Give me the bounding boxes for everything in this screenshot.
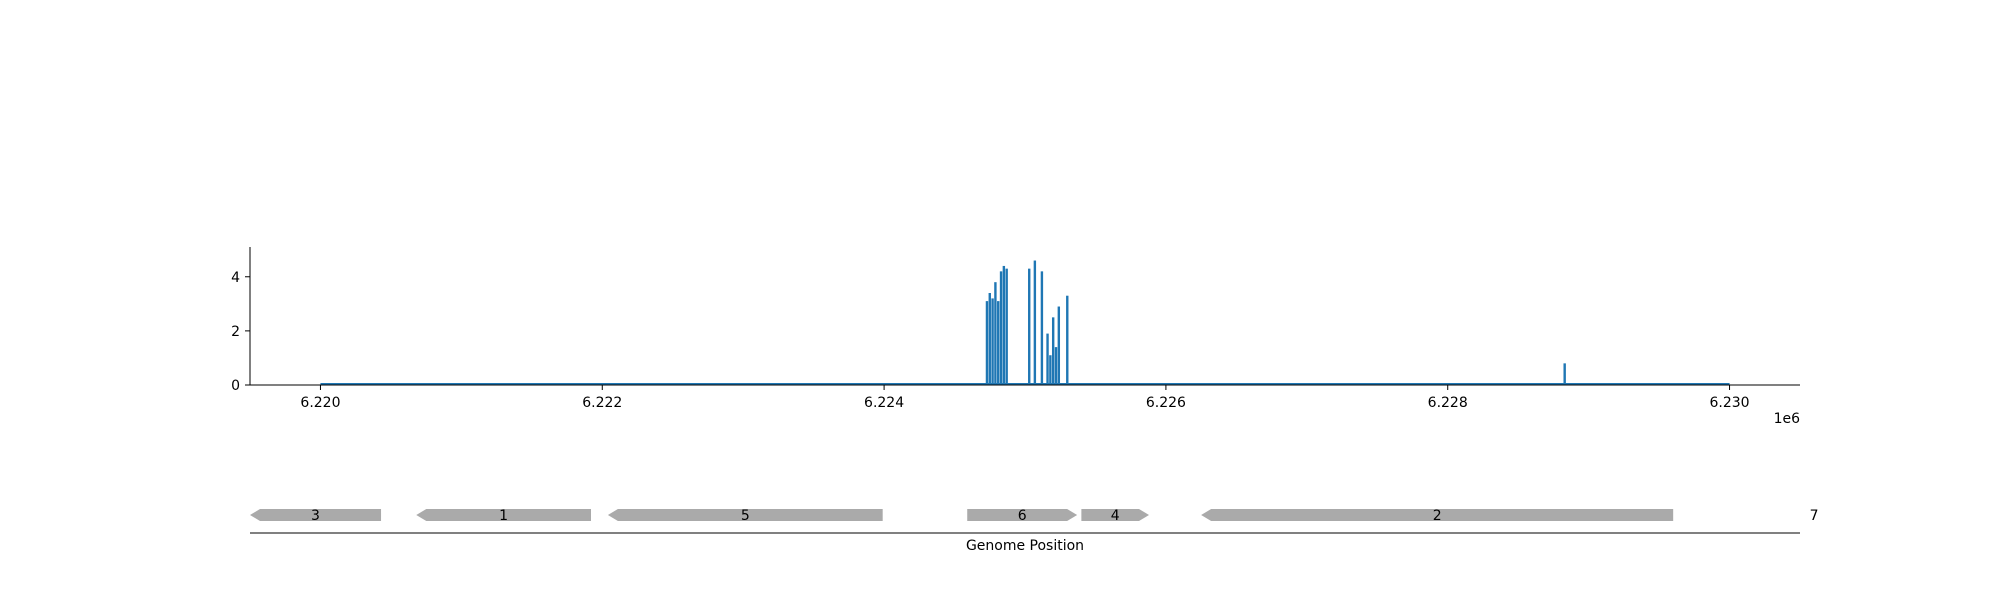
gene-label: 1 <box>499 508 508 524</box>
coverage-bar <box>1066 295 1069 385</box>
x-tick-label: 6.228 <box>1428 395 1468 411</box>
gene-arrow <box>250 509 382 521</box>
gene-track: 3 1 5 6 4 2 7 Genome Position <box>250 508 1819 554</box>
gene-arrow <box>607 509 883 521</box>
coverage-bar <box>1005 268 1008 385</box>
coverage-bar <box>999 271 1003 385</box>
coverage-bar <box>1046 333 1049 385</box>
coverage-bar <box>1054 347 1058 385</box>
x-tick-label: 6.230 <box>1709 395 1749 411</box>
coverage-bar <box>1563 363 1566 385</box>
x-axis-offset-label: 1e6 <box>1774 411 1801 427</box>
x-tick-label: 6.226 <box>1146 395 1186 411</box>
gene-label: 7 <box>1810 508 1819 524</box>
y-tick-label: 4 <box>231 270 240 286</box>
x-tick-label: 6.224 <box>864 395 904 411</box>
y-axis-ticks: 0 2 4 <box>231 270 250 394</box>
y-tick-label: 2 <box>231 324 240 340</box>
x-axis-ticks: 6.220 6.222 6.224 6.226 6.228 6.230 <box>300 385 1750 411</box>
coverage-bar <box>991 298 994 385</box>
y-tick-label: 0 <box>231 378 240 394</box>
coverage-bar <box>994 282 997 385</box>
coverage-bars <box>985 260 1566 385</box>
gene-label: 6 <box>1018 508 1027 524</box>
coverage-bar <box>1002 265 1006 385</box>
gene-label: 5 <box>741 508 750 524</box>
gene-label: 2 <box>1433 508 1442 524</box>
coverage-bar <box>1033 260 1037 385</box>
coverage-bar <box>1040 271 1044 385</box>
gene-label: 4 <box>1111 508 1120 524</box>
gene-arrow <box>1201 509 1674 521</box>
gene-track-x-label: Genome Position <box>966 538 1084 554</box>
coverage-bar <box>997 301 1000 385</box>
coverage-bar <box>1049 355 1052 385</box>
coverage-bar <box>985 301 989 385</box>
coverage-bar <box>1051 317 1055 385</box>
gene-arrow <box>967 509 1078 521</box>
coverage-bar <box>1057 306 1061 385</box>
gene-arrow <box>1081 509 1149 521</box>
coverage-bar <box>1028 268 1031 385</box>
coverage-plot: 6.220 6.222 6.224 6.226 6.228 6.230 0 2 4 1e6 <box>231 247 1800 427</box>
coverage-bar <box>988 293 991 385</box>
x-tick-label: 6.222 <box>582 395 622 411</box>
x-tick-label: 6.220 <box>300 395 340 411</box>
gene-label: 3 <box>311 508 320 524</box>
gene-arrow <box>416 509 591 521</box>
gene-arrows: 3 1 5 6 4 2 7 <box>250 508 1819 524</box>
